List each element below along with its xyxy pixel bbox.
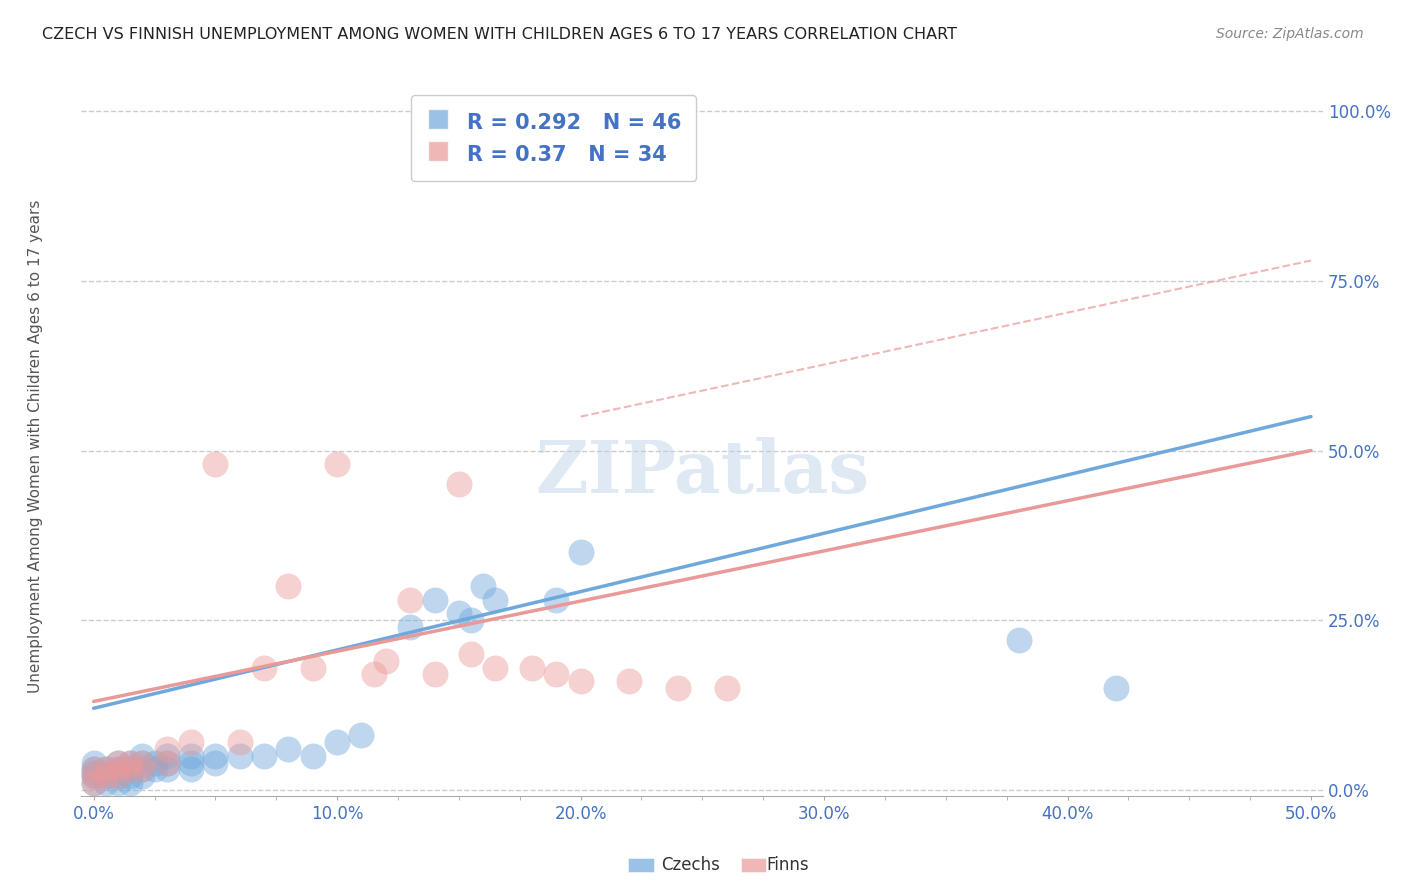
Point [180, 748, 202, 763]
Point [156, 748, 179, 763]
Point [447, 477, 470, 491]
Text: Unemployment Among Women with Children Ages 6 to 17 years: Unemployment Among Women with Children A… [28, 199, 42, 693]
Point [277, 742, 299, 756]
Point [423, 592, 446, 607]
Point [131, 762, 153, 776]
Point [83, 776, 105, 790]
Point [120, 769, 142, 783]
Text: Source: ZipAtlas.com: Source: ZipAtlas.com [1216, 27, 1364, 41]
Point [350, 728, 373, 742]
Point [229, 735, 252, 749]
Point [619, 674, 641, 689]
Point [363, 667, 385, 681]
Point [423, 667, 446, 681]
Point [83, 765, 105, 780]
Point [520, 660, 543, 674]
Text: CZECH VS FINNISH UNEMPLOYMENT AMONG WOMEN WITH CHILDREN AGES 6 TO 17 YEARS CORRE: CZECH VS FINNISH UNEMPLOYMENT AMONG WOME… [42, 27, 957, 42]
Point [156, 762, 179, 776]
Point [83, 769, 105, 783]
Point [1008, 633, 1031, 648]
Point [447, 607, 470, 621]
Point [569, 674, 592, 689]
Point [131, 756, 153, 770]
Point [131, 748, 153, 763]
Point [107, 756, 129, 770]
Point [180, 762, 202, 776]
Legend: R = 0.292   N = 46, R = 0.37   N = 34: R = 0.292 N = 46, R = 0.37 N = 34 [411, 95, 696, 181]
Point [107, 762, 129, 776]
Point [83, 762, 105, 776]
Point [94, 762, 117, 776]
Point [107, 769, 129, 783]
Point [277, 579, 299, 593]
Point [107, 769, 129, 783]
Point [156, 756, 179, 770]
Point [472, 579, 495, 593]
Point [399, 620, 422, 634]
Point [94, 769, 117, 783]
Point [204, 457, 226, 471]
Point [83, 762, 105, 776]
Point [120, 762, 142, 776]
Point [94, 762, 117, 776]
Point [326, 735, 349, 749]
Text: Finns: Finns [766, 856, 808, 874]
Point [666, 681, 689, 695]
Point [107, 756, 129, 770]
Point [301, 748, 323, 763]
Point [546, 667, 568, 681]
Point [374, 654, 396, 668]
Point [143, 756, 166, 770]
Point [120, 756, 142, 770]
Point [204, 748, 226, 763]
Point [94, 769, 117, 783]
Point [484, 660, 506, 674]
Point [460, 613, 482, 627]
Point [107, 776, 129, 790]
Point [107, 762, 129, 776]
Point [83, 769, 105, 783]
Point [569, 545, 592, 559]
Point [120, 756, 142, 770]
Point [716, 681, 738, 695]
Point [131, 762, 153, 776]
Point [120, 762, 142, 776]
Point [83, 756, 105, 770]
Point [204, 756, 226, 770]
Point [83, 776, 105, 790]
Point [131, 756, 153, 770]
Point [301, 660, 323, 674]
Point [253, 748, 276, 763]
Point [156, 756, 179, 770]
Point [484, 592, 506, 607]
Point [460, 647, 482, 661]
Point [180, 756, 202, 770]
Point [120, 776, 142, 790]
Point [94, 776, 117, 790]
Point [546, 592, 568, 607]
Point [1105, 681, 1128, 695]
Point [326, 457, 349, 471]
Text: Czechs: Czechs [661, 856, 720, 874]
Point [253, 660, 276, 674]
Text: ZIPatlas: ZIPatlas [536, 437, 869, 508]
Point [143, 762, 166, 776]
Point [131, 769, 153, 783]
Point [156, 742, 179, 756]
Point [399, 592, 422, 607]
Point [229, 748, 252, 763]
Point [180, 735, 202, 749]
